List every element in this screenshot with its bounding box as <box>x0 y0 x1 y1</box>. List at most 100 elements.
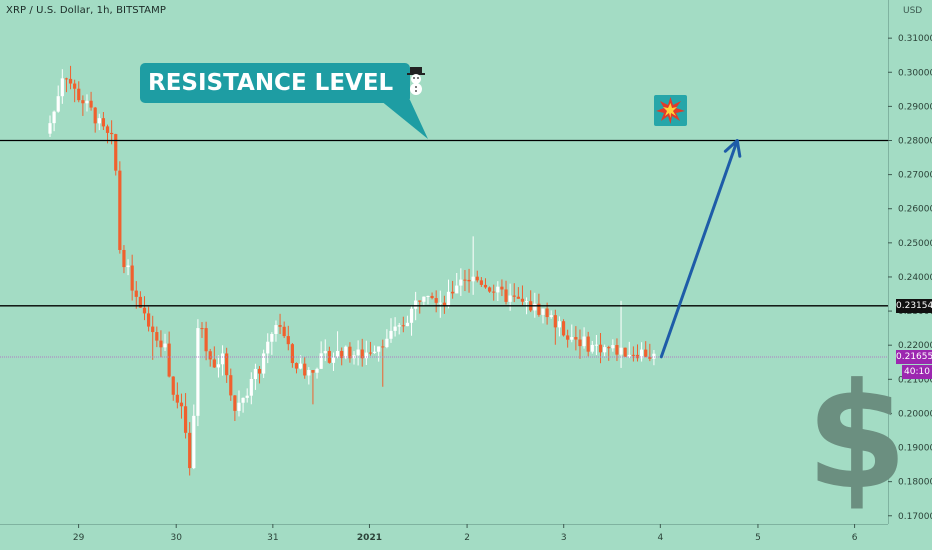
candle-down <box>155 332 159 341</box>
x-tick-label: 30 <box>170 533 182 543</box>
dollar-sign-icon: $ <box>806 352 908 522</box>
candle-up <box>603 347 607 353</box>
y-tick-label: 0.29000 <box>898 102 932 112</box>
candle-up <box>438 302 442 304</box>
candle-up <box>640 349 644 359</box>
candle-up <box>274 325 278 334</box>
candle-up <box>249 378 253 396</box>
candle-down <box>327 350 331 363</box>
y-tick-label: 0.21000 <box>898 375 932 385</box>
y-tick-label: 0.18000 <box>898 478 932 488</box>
candle-down <box>434 298 438 303</box>
candle-down <box>648 356 652 359</box>
candle-up <box>393 326 397 331</box>
candle-up <box>524 301 529 303</box>
candle-down <box>537 303 541 315</box>
candle-down <box>208 351 212 360</box>
candle-up <box>163 343 167 348</box>
y-tick-label: 0.26000 <box>898 205 932 215</box>
candle-up <box>549 315 553 318</box>
candle-down <box>475 276 479 281</box>
candle-down <box>430 295 434 299</box>
candle-up <box>496 286 500 293</box>
candle-down <box>401 325 405 327</box>
candle-up <box>220 353 225 365</box>
candle-up <box>377 346 381 352</box>
candle-down <box>516 296 520 299</box>
current-price-label: 0.21655 <box>896 351 932 362</box>
resistance-callout: RESISTANCE LEVEL <box>140 63 426 103</box>
support-price-label: 0.23154 <box>896 300 932 311</box>
candle-up <box>652 353 656 359</box>
candle-down <box>229 375 233 396</box>
candle-up <box>356 349 360 356</box>
candle-down <box>105 126 110 133</box>
candle-down <box>598 344 603 353</box>
candle-down <box>340 350 344 359</box>
candle-down <box>500 286 504 290</box>
candle-up <box>385 338 389 348</box>
candle-down <box>130 265 134 291</box>
y-tick-label: 0.27000 <box>898 171 932 181</box>
candle-up <box>405 322 410 327</box>
candle-down <box>483 284 488 288</box>
candle-up <box>319 353 323 369</box>
candle-up <box>299 363 303 369</box>
candle-down <box>122 249 126 268</box>
candle-up <box>241 397 245 403</box>
candle-down <box>294 363 299 369</box>
candle-up <box>508 295 512 302</box>
candle-down <box>278 325 282 327</box>
candle-up <box>56 96 60 112</box>
candle-down <box>118 170 122 250</box>
candle-up <box>126 265 130 268</box>
candle-down <box>631 354 635 356</box>
candle-down <box>303 363 307 376</box>
candle-up <box>594 344 599 346</box>
candle-down <box>93 107 97 124</box>
candle-down <box>487 287 492 292</box>
candle-up <box>619 347 623 355</box>
candle-down <box>348 346 352 359</box>
candle-down <box>101 118 106 127</box>
candle-down <box>188 432 192 469</box>
candle-up <box>266 341 270 354</box>
snowman-icon <box>407 67 426 95</box>
candle-down <box>147 313 151 327</box>
candle-down <box>520 298 525 302</box>
candle-down <box>574 337 578 340</box>
candle-down <box>134 290 138 297</box>
candle-up <box>582 336 586 347</box>
candle-up <box>414 300 418 309</box>
candle-down <box>286 336 290 345</box>
candle-up <box>245 395 249 398</box>
y-tick-label: 0.17000 <box>898 512 932 522</box>
candle-up <box>397 325 401 327</box>
collision-icon-box <box>654 95 687 126</box>
candle-up <box>253 368 258 379</box>
collision-icon <box>656 97 685 124</box>
candle-up <box>364 352 368 359</box>
y-tick-label: 0.31000 <box>898 34 932 44</box>
countdown-badge: 40:10 <box>902 364 932 379</box>
x-tick-label: 29 <box>73 533 85 543</box>
candle-up <box>335 350 340 357</box>
candle-up <box>533 303 537 311</box>
candle-down <box>479 280 483 285</box>
candle-down <box>233 395 237 411</box>
candle-down <box>623 347 627 357</box>
candle-down <box>504 289 508 302</box>
candle-up <box>422 296 426 302</box>
candle-down <box>451 291 455 294</box>
candle-up <box>270 333 274 342</box>
candle-up <box>372 351 377 353</box>
candle-down <box>578 339 582 347</box>
current-price-badge: 0.21655 <box>896 349 932 364</box>
candle-up <box>85 100 89 104</box>
candle-up <box>459 279 463 286</box>
candle-down <box>586 336 590 352</box>
candle-down <box>607 347 611 349</box>
candle-up <box>541 308 545 315</box>
